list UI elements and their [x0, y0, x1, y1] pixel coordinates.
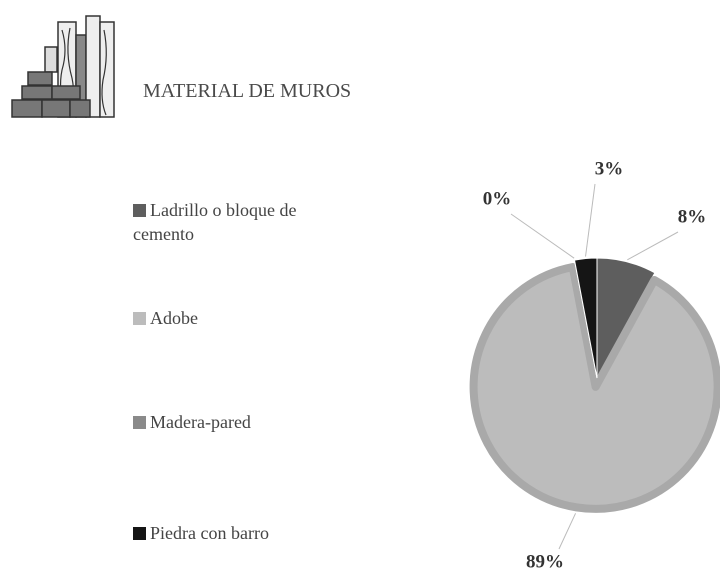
legend-swatch: [133, 527, 146, 540]
legend-label: Piedra con barro: [150, 523, 269, 543]
data-label: 3%: [595, 158, 624, 179]
leader-line: [585, 183, 596, 257]
leader-line: [558, 513, 577, 550]
data-label: 8%: [678, 206, 707, 227]
data-label: 0%: [483, 188, 512, 209]
legend-item: Piedra con barro: [133, 521, 313, 545]
icon: [11, 15, 115, 118]
legend-swatch: [133, 416, 146, 429]
legend-item: Adobe: [133, 306, 313, 330]
leader-line: [627, 231, 679, 261]
legend-item: Ladrillo o bloque de cemento: [133, 198, 313, 246]
pie-slice: [573, 257, 598, 379]
legend-label: Madera-pared: [150, 412, 251, 432]
legend-swatch: [133, 312, 146, 325]
chart-title: MATERIAL DE MUROS: [143, 80, 351, 102]
leader-line: [510, 213, 575, 259]
legend-swatch: [133, 204, 146, 217]
legend-label: Ladrillo o bloque de cemento: [133, 200, 297, 244]
data-label: 89%: [526, 551, 564, 572]
legend-label: Adobe: [150, 308, 198, 328]
pie-slice: [469, 263, 720, 513]
legend-item: Madera-pared: [133, 410, 313, 434]
